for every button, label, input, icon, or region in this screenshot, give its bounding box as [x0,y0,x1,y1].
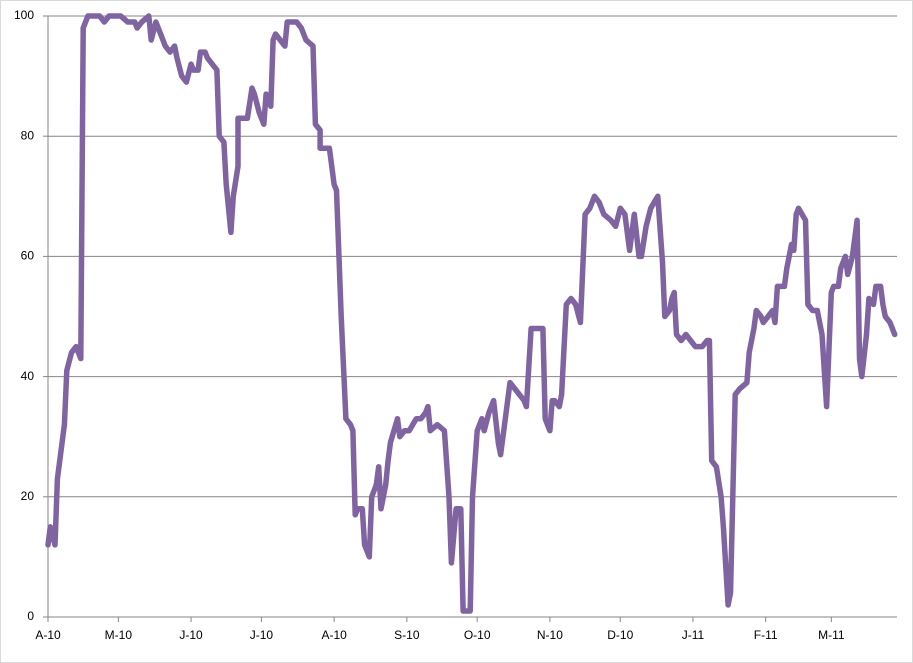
y-tick-label: 100 [14,8,34,22]
y-tick-label: 0 [27,609,34,623]
x-tick-label: O-10 [464,628,491,642]
y-tick-label: 80 [21,128,35,142]
y-tick-label: 60 [21,249,35,263]
x-tick-label: M-11 [818,628,845,642]
x-tick-label: A-10 [35,628,61,642]
x-tick-label: D-10 [607,628,633,642]
y-tick-label: 20 [21,489,35,503]
data-line [45,13,898,614]
x-tick-label: S-10 [394,628,420,642]
x-tick-label: J-10 [250,628,274,642]
x-tick-label: J-10 [179,628,203,642]
x-tick-label: J-11 [682,628,705,642]
x-tick-label: F-11 [754,628,778,642]
x-tick-label: N-10 [537,628,563,642]
x-tick-label: M-10 [105,628,133,642]
x-tick-label: A-10 [321,628,347,642]
y-tick-label: 40 [21,369,35,383]
